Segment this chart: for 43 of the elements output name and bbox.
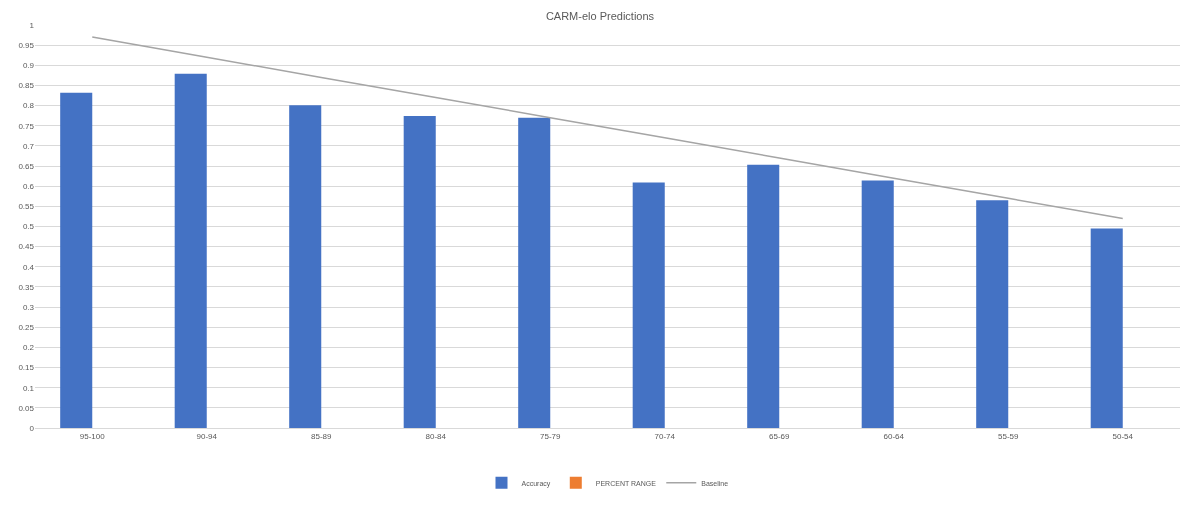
y-tick-label: 0.8 bbox=[22, 101, 35, 111]
bar bbox=[976, 200, 1009, 428]
y-tick-label: 0.3 bbox=[22, 302, 35, 312]
y-tick-label: 0.95 bbox=[18, 40, 35, 50]
chart-title: CARM-elo Predictions bbox=[545, 10, 655, 23]
y-tick-label: 0.65 bbox=[18, 161, 35, 171]
y-tick-label: 0.75 bbox=[18, 121, 35, 131]
x-tick-label: 90-94 bbox=[196, 431, 218, 441]
y-tick-label: 0.4 bbox=[22, 262, 35, 272]
x-tick-label: 70-74 bbox=[654, 431, 676, 441]
bar bbox=[518, 117, 551, 428]
bar bbox=[861, 180, 894, 428]
x-tick-label: 75-79 bbox=[540, 431, 562, 441]
y-tick-label: 0.5 bbox=[22, 222, 35, 232]
y-tick-label: 0.55 bbox=[18, 202, 35, 212]
bar bbox=[1090, 228, 1123, 428]
x-tick-label: 60-64 bbox=[883, 431, 905, 441]
bar bbox=[289, 105, 322, 428]
y-tick-label: 0.05 bbox=[18, 403, 35, 413]
y-tick-label: 0.25 bbox=[18, 323, 35, 333]
y-tick-label: 0.9 bbox=[22, 61, 35, 71]
y-tick-label: 0.2 bbox=[22, 343, 35, 353]
x-tick-label: 65-69 bbox=[769, 431, 791, 441]
y-tick-label: 0.35 bbox=[18, 282, 35, 292]
x-tick-label: 85-89 bbox=[311, 431, 333, 441]
y-tick-label: 0 bbox=[29, 423, 35, 433]
bar bbox=[403, 116, 436, 428]
y-tick-label: 0.6 bbox=[22, 182, 35, 191]
x-tick-label: 80-84 bbox=[425, 431, 447, 441]
line-series bbox=[91, 36, 1124, 220]
y-tick-label: 0.15 bbox=[18, 363, 35, 373]
y-tick-label: 0.45 bbox=[18, 242, 35, 252]
y-tick-label: 0.1 bbox=[22, 383, 35, 393]
bar bbox=[174, 73, 207, 428]
y-tick-label: 0.7 bbox=[22, 141, 35, 151]
y-tick-label: 1 bbox=[29, 20, 35, 30]
x-tick-label: 95-100 bbox=[79, 431, 106, 441]
y-tick-label: 0.85 bbox=[18, 81, 35, 91]
bar bbox=[632, 182, 665, 428]
bar bbox=[747, 164, 780, 428]
bar bbox=[60, 92, 93, 428]
x-tick-label: 50-54 bbox=[1112, 431, 1134, 441]
x-tick-label: 55-59 bbox=[998, 431, 1020, 441]
